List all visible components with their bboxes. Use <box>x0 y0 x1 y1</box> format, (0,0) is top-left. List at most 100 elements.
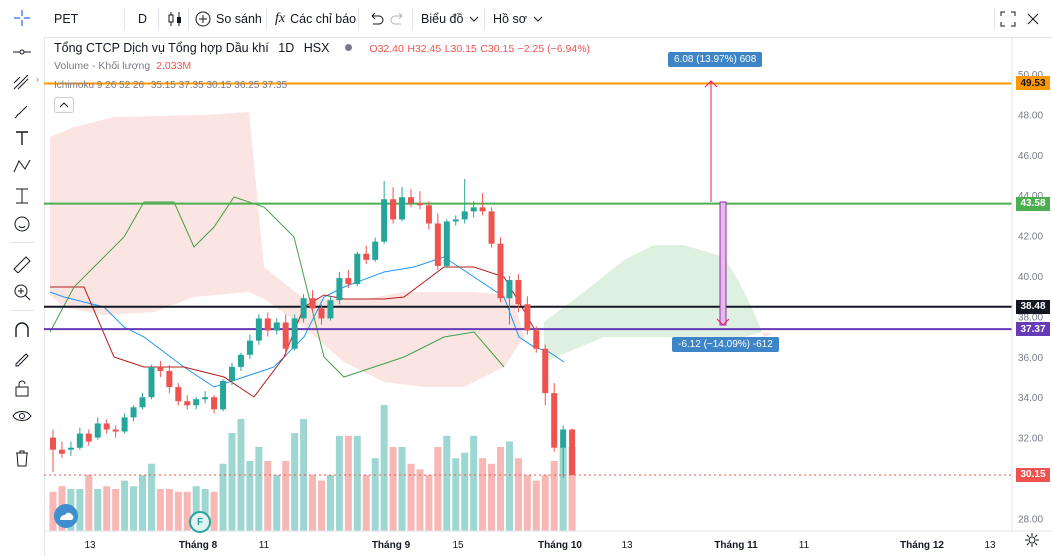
volume-bar <box>165 489 173 531</box>
price-tick-label: 34.00 <box>1018 393 1043 404</box>
ruler-icon[interactable] <box>6 252 38 276</box>
lock-drawing-icon[interactable] <box>6 346 38 370</box>
candle-body <box>318 308 325 319</box>
candle-body <box>148 366 155 398</box>
zoom-in-icon[interactable] <box>6 280 38 304</box>
magnet-icon[interactable] <box>6 318 38 342</box>
volume-bar <box>309 475 317 531</box>
fib-tool-icon[interactable] <box>6 70 38 94</box>
compare-button[interactable]: So sánh <box>195 8 262 30</box>
candle-body <box>470 207 477 212</box>
volume-bar <box>300 419 308 531</box>
volume-bar <box>505 441 513 531</box>
volume-legend: Volume - Khối lượng 2.033M <box>54 60 191 72</box>
volume-bar <box>210 491 218 531</box>
volume-bar <box>425 475 433 531</box>
volume-bar <box>452 458 460 531</box>
candle-body <box>175 387 182 402</box>
candle-body <box>524 304 531 331</box>
price-label-purple: 37.37 <box>1016 322 1050 337</box>
symbol-name: Tổng CTCP Dịch vụ Tổng hợp Dầu khí <box>54 41 269 55</box>
price-label-last: 30.15 <box>1016 467 1050 482</box>
redo-icon[interactable] <box>390 8 406 30</box>
price-tick-label: 32.00 <box>1018 434 1043 445</box>
symbol-search[interactable]: PET <box>54 8 124 30</box>
price-tick-label: 28.00 <box>1018 514 1043 525</box>
measure-up-label: 6.08 (13.97%) 608 <box>668 52 763 67</box>
volume-bar <box>147 463 155 531</box>
candle-body <box>67 447 74 450</box>
volume-bar <box>228 433 236 531</box>
measure-down-arrow <box>716 318 730 326</box>
volume-bar <box>255 447 263 531</box>
candle-body <box>345 278 352 285</box>
interval-text: D <box>138 12 148 26</box>
candle-body <box>184 401 191 406</box>
legend-interval: 1D <box>278 41 295 55</box>
time-tick-label: Tháng 12 <box>900 540 944 551</box>
expand-arrow-icon[interactable]: › <box>36 74 39 84</box>
candle-body <box>443 221 450 266</box>
volume-bar <box>407 463 415 531</box>
price-label-orange: 49.53 <box>1016 76 1050 91</box>
ichimoku-cloud-bull <box>544 245 762 362</box>
price-tick-label: 42.00 <box>1018 232 1043 243</box>
volume-bar <box>479 458 487 531</box>
ichimoku-cloud-bear <box>50 112 524 387</box>
drawing-toolbar: › <box>0 0 45 556</box>
volume-value: 2.033M <box>156 60 192 72</box>
candle-body <box>273 322 280 331</box>
chart-menu[interactable]: Biểu đồ <box>421 8 479 30</box>
volume-bar <box>76 489 84 531</box>
profile-menu[interactable]: Hồ sơ <box>493 8 543 30</box>
candle-body <box>542 348 549 394</box>
trend-line-icon[interactable] <box>6 40 38 64</box>
volume-bar <box>273 475 281 531</box>
eye-icon[interactable] <box>6 404 38 428</box>
candle-style-icon[interactable] <box>168 8 182 30</box>
close-icon[interactable] <box>1026 8 1040 30</box>
ohlc-high: H32.45 <box>407 43 442 55</box>
volume-bar <box>416 469 424 531</box>
volume-bar <box>219 463 227 531</box>
ichimoku-kijun-value: 37.35 <box>178 80 204 91</box>
price-chart[interactable]: 50.0048.0046.0044.0042.0040.0038.0036.00… <box>44 37 1052 556</box>
candle-body <box>237 354 244 367</box>
emoji-icon[interactable] <box>6 212 38 236</box>
indicators-button[interactable]: fx Các chỉ báo <box>275 8 356 30</box>
prediction-icon[interactable] <box>6 184 38 208</box>
volume-bar <box>94 489 102 531</box>
time-tick-label: Tháng 10 <box>538 540 582 551</box>
fx-icon: fx <box>275 11 286 26</box>
ichimoku-chikou-value: 30.15 <box>206 80 232 91</box>
candle-body <box>76 433 83 448</box>
chart-menu-label: Biểu đồ <box>421 12 464 26</box>
volume-bar <box>497 447 504 531</box>
pattern-icon[interactable] <box>6 154 38 178</box>
text-icon[interactable] <box>6 126 38 150</box>
volume-bar <box>523 475 531 531</box>
ichimoku-spanB-value: 37.35 <box>262 80 288 91</box>
candle-body <box>58 449 65 454</box>
interval-button[interactable]: D <box>138 8 147 30</box>
brush-icon[interactable] <box>6 100 38 124</box>
candle-body <box>193 399 200 406</box>
chevron-up-icon <box>59 102 69 108</box>
candle-body <box>229 366 235 382</box>
undo-icon[interactable] <box>368 8 384 30</box>
settings-icon[interactable] <box>1024 532 1040 551</box>
candle-body <box>452 219 459 222</box>
volume-bar <box>568 447 576 531</box>
candle-body <box>121 417 128 432</box>
lock-icon[interactable] <box>6 376 38 400</box>
volume-bar <box>326 475 334 531</box>
symbol-text: PET <box>54 12 79 26</box>
ichimoku-label: Ichimoku 9 26 52 26 <box>54 80 145 91</box>
fullscreen-icon[interactable] <box>1000 8 1016 30</box>
candle-body <box>372 241 379 260</box>
collapse-legend-button[interactable] <box>54 97 74 113</box>
trash-icon[interactable] <box>6 446 38 470</box>
candle-body <box>479 207 486 212</box>
event-marker-icon[interactable]: F <box>189 511 211 533</box>
crosshair-icon[interactable] <box>6 6 38 30</box>
